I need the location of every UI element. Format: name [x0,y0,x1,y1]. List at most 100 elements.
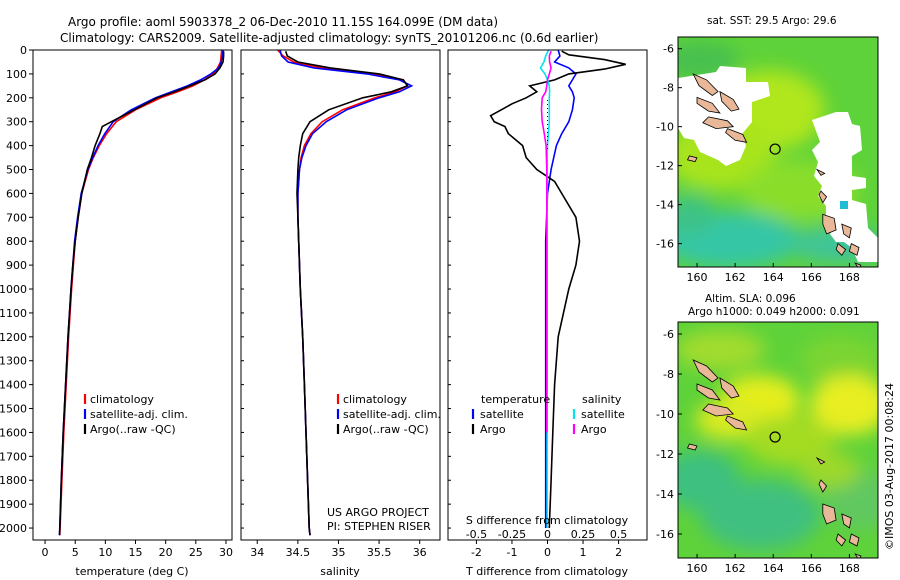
imos-credit: ©IMOS 03-Aug-2017 00:08:24 [883,383,896,550]
sla-map: Altim. SLA: 0.096 Argo h1000: 0.049 h200… [656,293,879,575]
salinity-legend: climatology satellite-adj. clim. Argo(..ra… [336,393,441,436]
sst-map-xtick-label: 166 [801,271,822,284]
t-difference-xlabel: T difference from climatology [465,565,628,578]
depth-tick-label: 900 [6,259,27,272]
temperature-profile-xtick-label: 20 [159,546,173,559]
sst-map-ytick-label: -12 [656,160,674,173]
salinity-xlabel: salinity [320,565,360,578]
depth-tick-label: 1500 [0,403,27,416]
sst-map-ytick-label: -6 [663,43,674,56]
temperature-profile-xtick-label: 5 [72,546,79,559]
island-shape [818,479,828,493]
salinity-profile-legend-label: satellite-adj. clim. [343,408,441,421]
depth-tick-label: 1300 [0,355,27,368]
island-shape [815,456,826,465]
difference-profile-line-0 [544,50,577,528]
island-shape [822,503,837,525]
temperature-profile-legend-label: Argo(..raw -QC) [90,423,176,436]
salinity-legend-title: salinity [582,393,622,406]
sst-map-xtick-label: 168 [839,271,860,284]
difference-profile-xtick-label: -2 [471,546,482,559]
island-shape [841,513,852,529]
depth-tick-label: 1000 [0,283,27,296]
s-difference-tick-label: -0.25 [498,528,526,541]
salinity-profile-line-0 [277,50,409,536]
salinity-profile-xtick-label: 35 [331,546,345,559]
island-shape [854,553,862,558]
difference-profile-xtick-label: 2 [615,546,622,559]
temperature-profile-xtick-label: 10 [98,546,112,559]
sla-map-xtick-label: 168 [839,562,860,575]
sla-map-float-marker [769,431,781,443]
island-shape [686,443,698,451]
depth-tick-label: 800 [6,235,27,248]
depth-tick-label: 300 [6,116,27,129]
sst-map-ytick-label: -8 [663,82,674,95]
sla-map-xtick-label: 162 [725,562,746,575]
island-shape [822,213,837,235]
temperature-legend-title: temperature [481,393,550,406]
sst-map: sat. SST: 29.5 Argo: 29.6 160 162 164 166 16… [656,15,879,284]
island-shape [848,533,860,547]
pi-credit: PI: STEPHEN RISER [327,520,431,533]
sla-map-ytick-label: -16 [656,528,674,541]
depth-tick-label: 1600 [0,426,27,439]
island-shape [835,533,847,547]
temperature-legend: climatology satellite-adj. clim. Argo(..ra… [83,393,188,436]
island-shape [835,242,847,256]
t-diff-legend-label: Argo [480,423,506,436]
island-shape [719,90,740,112]
depth-tick-label: 600 [6,187,27,200]
s-diff-legend-label: satellite [581,408,625,421]
sla-map-land [686,359,862,558]
island-shape [702,403,735,417]
sst-map-xtick-label: 160 [687,271,708,284]
temperature-profile-xtick-label: 0 [42,546,49,559]
depth-tick-label: 1700 [0,450,27,463]
difference-profile-line-3 [540,50,552,433]
depth-tick-label: 1400 [0,379,27,392]
temperature-profile-legend-label: satellite-adj. clim. [90,408,188,421]
sla-map-ytick-label: -14 [656,488,674,501]
temperature-profile-xtick-label: 30 [219,546,233,559]
sst-map-title: sat. SST: 29.5 Argo: 29.6 [707,15,837,27]
temperature-profile-line-0 [59,50,223,536]
depth-tick-label: 1200 [0,331,27,344]
temperature-profile-line-1 [58,50,224,536]
island-shape [841,223,852,239]
island-shape [854,262,862,267]
salinity-profile-xtick-label: 36 [413,546,427,559]
depth-tick-label: 100 [6,68,27,81]
sla-map-xtick-label: 166 [801,562,822,575]
difference-profile-xtick-label: 0 [544,546,551,559]
temperature-profile-xtick-label: 25 [189,546,203,559]
depth-tick-label: 2000 [0,522,27,535]
island-shape [686,155,698,163]
salinity-profile-xtick-label: 34 [250,546,264,559]
sst-map-float-marker [769,143,781,155]
island-shape [818,190,828,204]
temperature-profile-xtick-label: 15 [129,546,143,559]
s-difference-label: S difference from climatology [466,514,629,527]
temperature-profile-line-2 [58,51,225,536]
difference-legend: temperature salinity satellite Argo satellit… [471,393,625,436]
island-shape [725,128,748,143]
s-difference-tick-label: 0 [544,528,551,541]
salinity-profile-xtick-label: 35.5 [367,546,392,559]
depth-tick-label: 500 [6,164,27,177]
figure-title: Argo profile: aoml 5903378_2 06-Dec-2010… [68,15,498,29]
sla-map-xtick-label: 164 [763,562,784,575]
temperature-profile-legend-label: climatology [90,393,154,406]
difference-panel: -2 -1 0 1 2 -0.5 -0.25 0 0.25 0.5 temperature sali… [447,49,648,578]
sla-map-xtick-label: 160 [687,562,708,575]
depth-tick-label: 1100 [0,307,27,320]
difference-profile-xtick-label: 1 [580,546,587,559]
island-shape [696,383,721,401]
sst-map-land [686,73,862,267]
s-difference-tick-label: -0.5 [466,528,487,541]
depth-tick-label: 1900 [0,498,27,511]
sla-map-subtitle: Argo h1000: 0.049 h2000: 0.091 [688,306,860,318]
figure-subtitle: Climatology: CARS2009. Satellite-adjuste… [60,31,598,45]
sst-map-xtick-label: 162 [725,271,746,284]
